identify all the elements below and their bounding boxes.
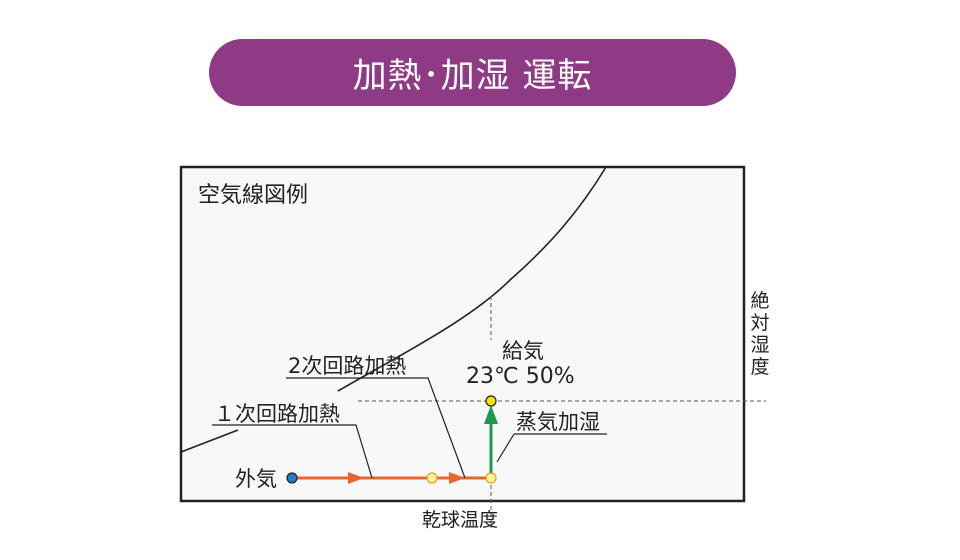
secondary-heating-leader xyxy=(286,377,466,479)
heating-arrow-1 xyxy=(348,472,364,484)
y-axis-char-3: 湿 xyxy=(750,334,769,356)
legend-label: 空気線図例 xyxy=(198,183,308,208)
outside-air-point xyxy=(286,472,298,484)
x-axis-label: 乾球温度 xyxy=(422,509,498,531)
heated-point xyxy=(485,472,497,484)
title-banner: 加熱･加湿 運転 xyxy=(209,39,736,106)
y-axis-char-4: 度 xyxy=(750,356,769,378)
y-axis-char-1: 絶 xyxy=(750,290,769,312)
primary-heating-leader xyxy=(212,424,373,479)
steam-humidification-label: 蒸気加湿 xyxy=(516,410,600,434)
page-title: 加熱･加湿 運転 xyxy=(352,56,593,96)
supply-condition-label: 23℃ 50% xyxy=(466,364,575,389)
y-axis-char-2: 対 xyxy=(750,312,769,334)
humidification-leader xyxy=(496,433,607,463)
saturation-curve xyxy=(180,166,607,453)
secondary-heating-label: 2次回路加熱 xyxy=(288,354,406,378)
primary-heating-label: １次回路加熱 xyxy=(214,402,340,426)
supply-air-point xyxy=(485,395,497,407)
chart-frame xyxy=(179,165,746,503)
y-axis-label: 絶 対 湿 度 xyxy=(750,290,769,378)
supply-air-label: 給気 xyxy=(502,339,544,363)
intermediate-point xyxy=(426,472,438,484)
heating-arrow-2 xyxy=(449,472,465,484)
humidification-arrow xyxy=(484,405,498,424)
outside-air-label: 外気 xyxy=(235,467,277,491)
